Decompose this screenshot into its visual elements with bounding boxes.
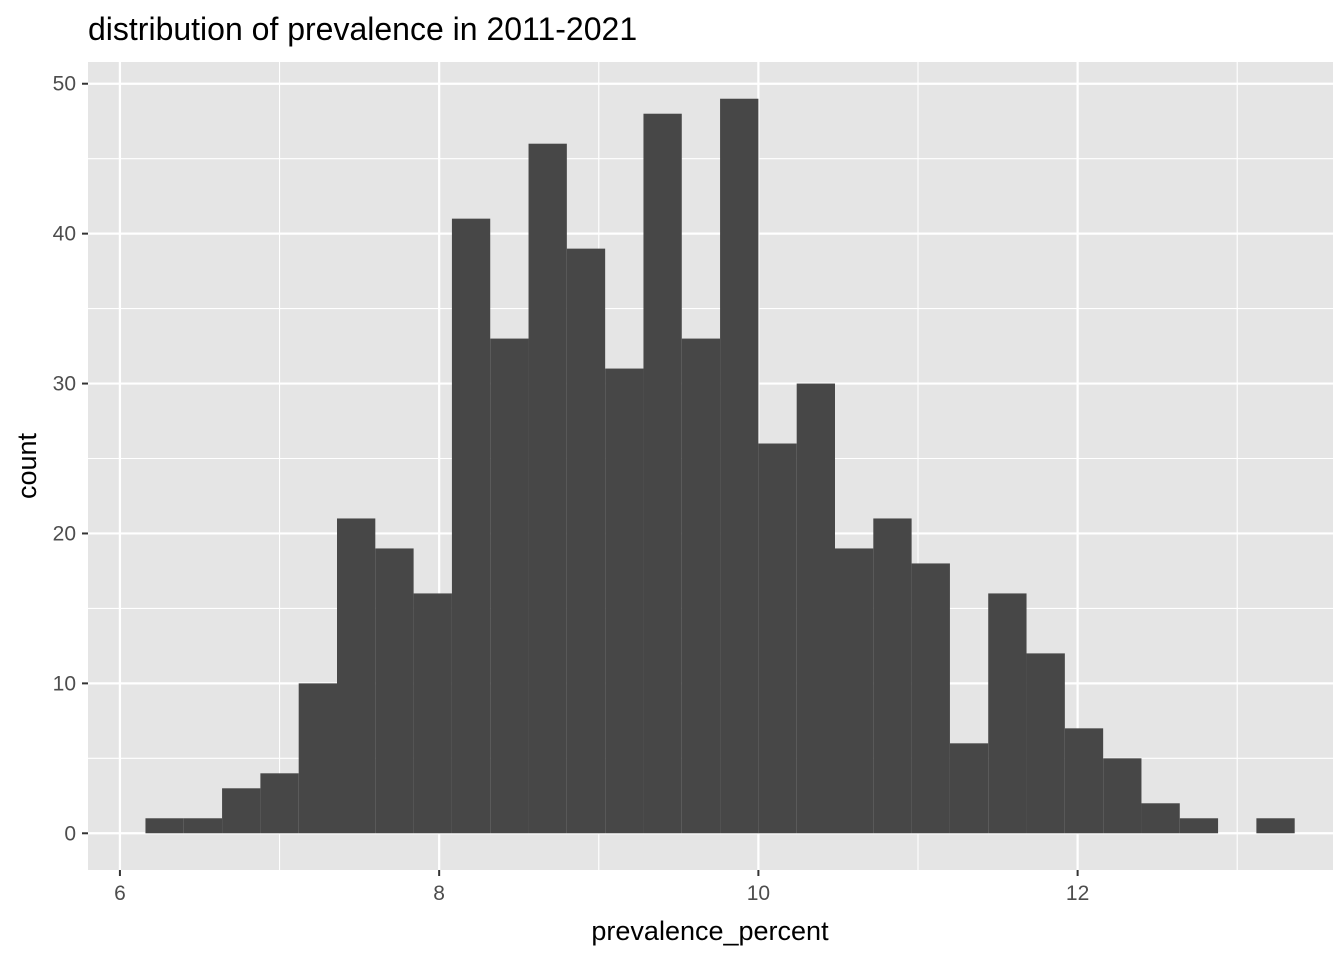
y-tick-label: 0 bbox=[64, 822, 76, 845]
histogram-bar bbox=[1064, 728, 1104, 834]
histogram-bar bbox=[260, 773, 299, 834]
histogram-bar bbox=[490, 338, 529, 834]
histogram-bar bbox=[988, 593, 1027, 834]
histogram-bar bbox=[605, 368, 644, 834]
histogram-bar bbox=[873, 518, 912, 834]
x-tick-label: 10 bbox=[747, 882, 770, 905]
histogram-bar bbox=[145, 818, 184, 834]
histogram-bar bbox=[413, 593, 452, 834]
histogram-bar bbox=[758, 443, 797, 834]
y-axis-title: count bbox=[12, 432, 42, 499]
histogram-bar bbox=[183, 818, 223, 834]
histogram-bar bbox=[643, 113, 682, 834]
histogram-bar bbox=[911, 563, 950, 834]
x-axis-title: prevalence_percent bbox=[591, 916, 829, 946]
x-tick-label: 6 bbox=[114, 882, 126, 905]
histogram-bar bbox=[298, 683, 337, 834]
histogram-bar bbox=[566, 248, 606, 834]
histogram-bar bbox=[681, 338, 721, 834]
histogram-bar bbox=[375, 548, 414, 834]
y-tick-label: 10 bbox=[53, 672, 76, 695]
histogram-bar bbox=[1103, 758, 1142, 834]
y-tick-label: 40 bbox=[53, 223, 76, 246]
histogram-bar bbox=[1256, 818, 1295, 834]
histogram-bar bbox=[949, 743, 989, 834]
y-tick-label: 20 bbox=[53, 522, 76, 545]
chart-title: distribution of prevalence in 2011-2021 bbox=[88, 11, 637, 47]
histogram-bar bbox=[720, 98, 759, 834]
histogram-bar bbox=[796, 383, 835, 834]
x-tick-label: 12 bbox=[1066, 882, 1089, 905]
y-axis: 0 10 20 30 40 50 bbox=[53, 73, 88, 845]
histogram-bars bbox=[145, 98, 1295, 834]
y-tick-label: 30 bbox=[53, 373, 76, 396]
histogram-bar bbox=[337, 518, 376, 834]
histogram-bar bbox=[1141, 803, 1180, 834]
histogram-bar bbox=[835, 548, 874, 834]
x-tick-label: 8 bbox=[433, 882, 445, 905]
histogram-bar bbox=[1179, 818, 1219, 834]
histogram-bar bbox=[451, 218, 491, 834]
histogram-bar bbox=[1026, 653, 1065, 834]
histogram-bar bbox=[222, 788, 261, 834]
x-axis: 6 8 10 12 bbox=[114, 870, 1089, 905]
y-tick-label: 50 bbox=[53, 73, 76, 96]
histogram-bar bbox=[528, 143, 567, 834]
